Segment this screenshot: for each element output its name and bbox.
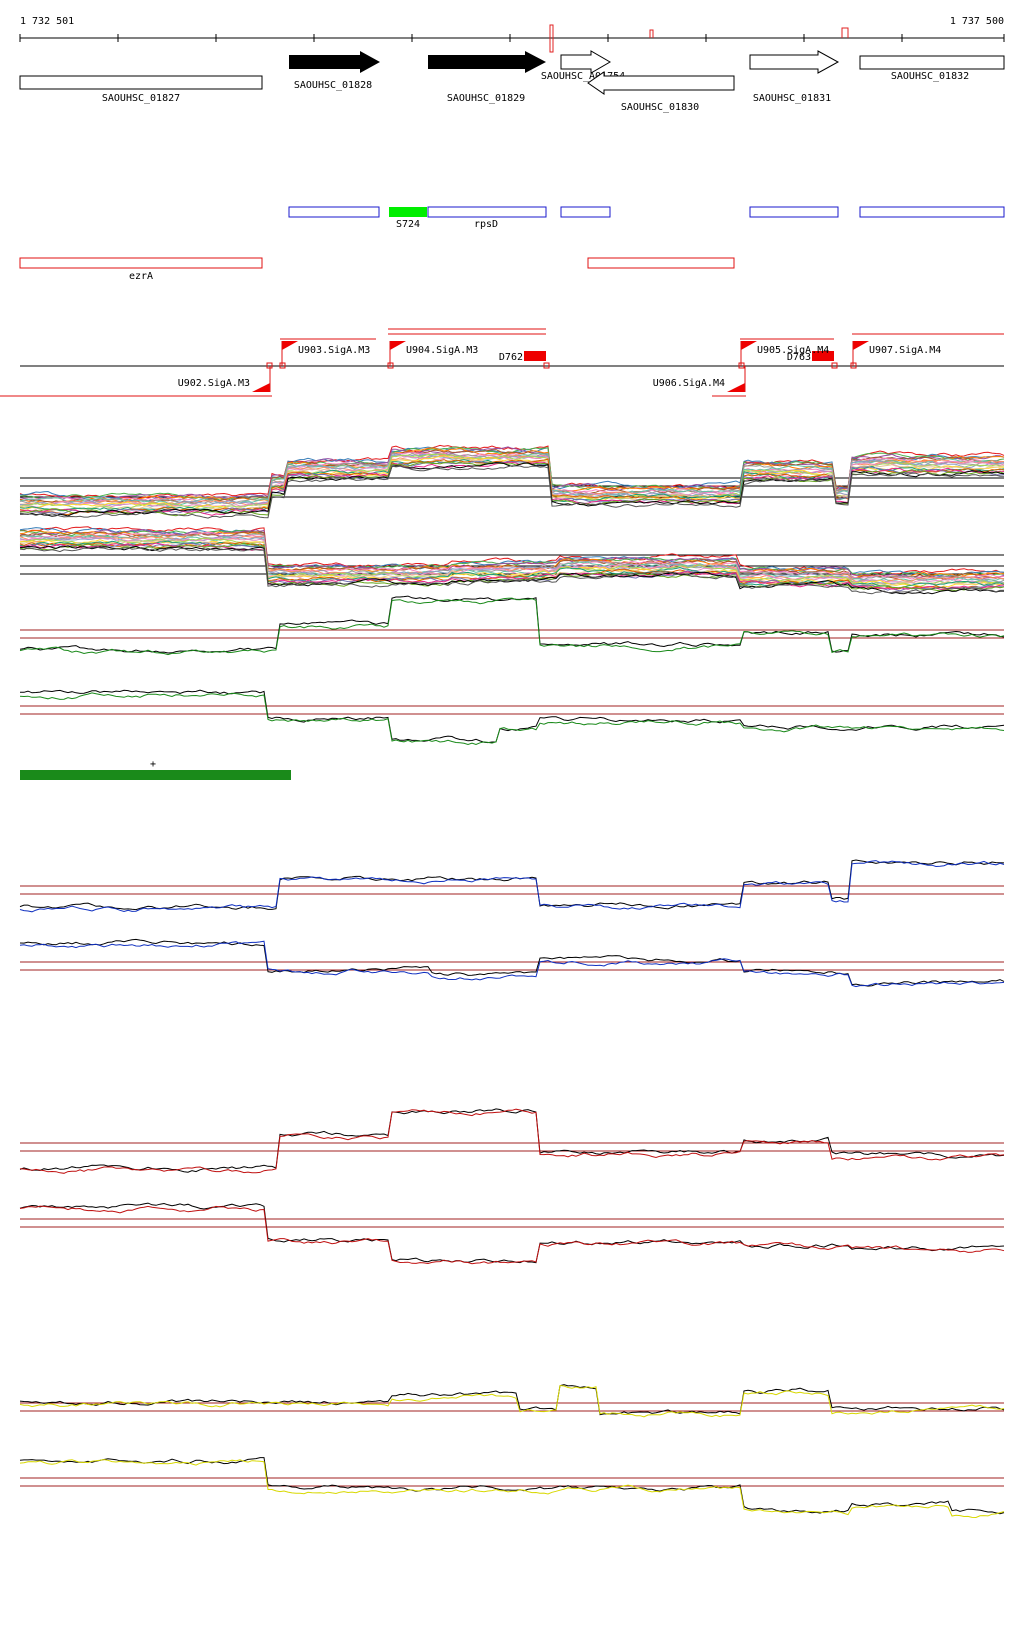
expression-trace xyxy=(19,860,1005,913)
expression-trace xyxy=(19,595,1005,654)
promoter-u902-flag[interactable] xyxy=(252,383,270,392)
ezra-label: ezrA xyxy=(129,271,153,282)
expression-trace xyxy=(19,546,1005,595)
expression-trace xyxy=(20,461,1005,517)
promoter-track: U903.SigA.M3 U904.SigA.M3 U905.SigA.M4 U… xyxy=(0,328,1004,397)
promoter-u907-flag[interactable] xyxy=(853,341,869,350)
expression-trace xyxy=(19,938,1005,987)
gene-track: SAOUHSC_01827 SAOUHSC_01828 SAOUHSC_0182… xyxy=(19,50,1005,113)
promoter-u905-label: U905.SigA.M4 xyxy=(757,345,829,356)
gene-label-saouhsc-a01754: SAOUHSC_A01754 xyxy=(541,71,625,82)
expression-panel-yellow xyxy=(19,1384,1005,1519)
feature-box[interactable] xyxy=(587,257,735,269)
gene-arrow-saouhsc-01828[interactable] xyxy=(289,51,380,73)
ruler xyxy=(19,34,1005,42)
promoter-u903-flag[interactable] xyxy=(282,341,298,350)
terminator-d763-box[interactable] xyxy=(812,351,834,361)
gene-label-saouhsc-01827: SAOUHSC_01827 xyxy=(102,93,180,104)
gene-label-saouhsc-01830: SAOUHSC_01830 xyxy=(621,102,699,113)
promoter-u904-flag[interactable] xyxy=(390,341,406,350)
gene-label-saouhsc-01829: SAOUHSC_01829 xyxy=(447,93,525,104)
threshold-lines xyxy=(20,1142,1004,1228)
gene-arrow-saouhsc-01830[interactable] xyxy=(587,71,735,95)
expression-trace xyxy=(19,449,1005,504)
expression-trace xyxy=(19,1202,1005,1264)
expression-trace xyxy=(19,1384,1005,1416)
expression-panel-multi-condition xyxy=(19,444,1005,595)
promoter-u906-flag[interactable] xyxy=(727,383,745,392)
srna-s724-box[interactable] xyxy=(389,207,427,217)
promoter-u906-label: U906.SigA.M4 xyxy=(653,378,725,389)
feature-box[interactable] xyxy=(859,206,1005,218)
gene-box-saouhsc-01832[interactable] xyxy=(859,55,1005,70)
promoter-u902-label: U902.SigA.M3 xyxy=(178,378,250,389)
expression-trace xyxy=(19,535,1005,585)
expression-trace xyxy=(19,1459,1005,1519)
expression-trace xyxy=(19,531,1005,582)
srna-s724-label: S724 xyxy=(396,219,420,230)
expression-trace xyxy=(19,453,1005,510)
promoter-u903-label: U903.SigA.M3 xyxy=(298,345,370,356)
feature-box[interactable] xyxy=(288,206,380,218)
terminator-d762-box[interactable] xyxy=(524,351,546,361)
gene-label-saouhsc-01828: SAOUHSC_01828 xyxy=(294,80,372,91)
terminator-d762-label: D762 xyxy=(499,352,523,363)
expression-panel-green xyxy=(19,595,1005,746)
promoter-u907-label: U907.SigA.M4 xyxy=(869,345,941,356)
expression-trace xyxy=(19,461,1005,516)
expression-trace xyxy=(19,597,1005,656)
expression-trace xyxy=(19,1384,1005,1418)
expression-panel-red xyxy=(19,1108,1005,1265)
coverage-spans xyxy=(0,328,1004,397)
segment-mark: + xyxy=(150,759,156,770)
threshold-lines xyxy=(20,629,1004,715)
promoter-u904-label: U904.SigA.M3 xyxy=(406,345,478,356)
feature-box[interactable] xyxy=(560,206,611,218)
terminator-d763-label: D763 xyxy=(787,352,811,363)
expression-trace xyxy=(19,465,1005,519)
gene-label-saouhsc-01831: SAOUHSC_01831 xyxy=(753,93,831,104)
rpsd-label: rpsD xyxy=(474,219,498,230)
feature-box[interactable] xyxy=(749,206,839,218)
threshold-lines xyxy=(20,885,1004,971)
gene-arrow-saouhsc-01831[interactable] xyxy=(749,50,840,74)
promoter-u905-flag[interactable] xyxy=(741,341,757,350)
expression-trace xyxy=(19,534,1005,586)
expression-trace xyxy=(19,692,1005,746)
expression-trace xyxy=(19,446,1005,503)
expression-trace xyxy=(19,526,1005,576)
expression-trace xyxy=(19,453,1005,507)
expression-trace xyxy=(19,689,1005,744)
feature-box-ezra[interactable] xyxy=(19,257,263,269)
gene-arrow-saouhsc-a01754[interactable] xyxy=(560,50,611,74)
expression-trace xyxy=(19,859,1005,911)
end-coordinate: 1 737 500 xyxy=(950,16,1004,27)
expression-trace xyxy=(19,542,1005,592)
ruler-markers xyxy=(549,24,849,53)
start-coordinate: 1 732 501 xyxy=(20,16,74,27)
gene-label-saouhsc-01832: SAOUHSC_01832 xyxy=(891,71,969,82)
feature-track xyxy=(288,206,1005,218)
expression-trace xyxy=(19,940,1005,988)
expression-trace xyxy=(19,1108,1005,1173)
gene-arrow-saouhsc-01829[interactable] xyxy=(428,51,546,73)
expression-panel-blue xyxy=(19,859,1005,988)
expression-trace xyxy=(19,1205,1005,1265)
feature-box-rpsd[interactable] xyxy=(427,206,547,218)
gene-box-saouhsc-01827[interactable] xyxy=(19,75,263,90)
threshold-lines xyxy=(20,1402,1004,1487)
expression-trace xyxy=(19,1108,1005,1174)
segment-bar[interactable] xyxy=(20,770,291,780)
